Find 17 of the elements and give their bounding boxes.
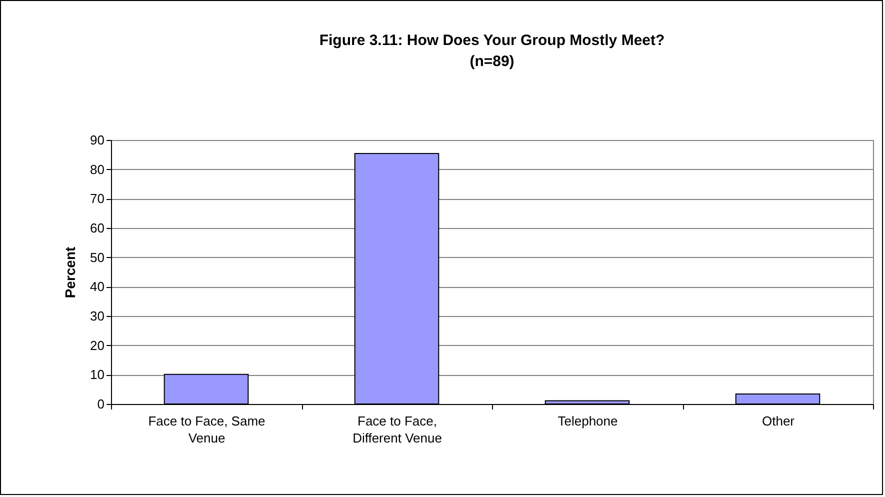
x-tick-label: Other — [762, 414, 796, 428]
x-tick-label: Face to Face, Different Venue — [352, 414, 442, 446]
x-tick-label: Face to Face, Same Venue — [148, 414, 266, 446]
chart-title: Figure 3.11: How Does Your Group Mostly Meet? — [319, 32, 665, 49]
y-tick-label: 70 — [90, 191, 104, 206]
y-tick-label: 60 — [90, 220, 104, 236]
y-tick-label: 10 — [90, 367, 104, 382]
chart-subtitle: (n=89) — [470, 53, 514, 70]
y-tick-label: 20 — [90, 338, 104, 353]
y-tick-label: 30 — [90, 308, 104, 324]
x-tick-label: Telephone — [558, 414, 618, 428]
y-tick-label: 40 — [90, 279, 104, 294]
y-tick-label: 0 — [97, 396, 104, 412]
y-tick-label: 90 — [90, 132, 104, 148]
y-axis-title: Percent — [62, 246, 78, 298]
y-tick-label: 50 — [90, 250, 104, 265]
y-tick-label: 80 — [90, 162, 104, 177]
